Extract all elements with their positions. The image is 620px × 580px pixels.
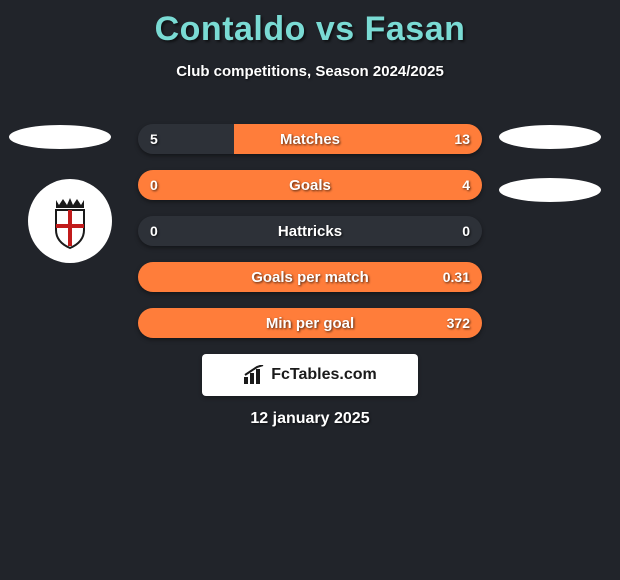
- bar-right-value: 0.31: [443, 262, 470, 292]
- shield-icon: [50, 196, 90, 246]
- stat-row: Goals per match0.31: [138, 262, 482, 292]
- stat-row: 0Hattricks0: [138, 216, 482, 246]
- bar-center-label: Goals per match: [138, 262, 482, 292]
- page-title: Contaldo vs Fasan: [0, 0, 620, 49]
- footer-date: 12 january 2025: [0, 410, 620, 428]
- club-badge: [28, 179, 112, 263]
- player-left-ellipse: [9, 125, 111, 149]
- bar-center-label: Matches: [138, 124, 482, 154]
- bar-center-label: Goals: [138, 170, 482, 200]
- subtitle: Club competitions, Season 2024/2025: [0, 63, 620, 80]
- brand-text: FcTables.com: [271, 366, 377, 384]
- bar-center-label: Min per goal: [138, 308, 482, 338]
- brand-badge: FcTables.com: [202, 354, 418, 396]
- bar-right-value: 13: [454, 124, 470, 154]
- infographic-container: Contaldo vs Fasan Club competitions, Sea…: [0, 0, 620, 580]
- stat-bars: 5Matches130Goals40Hattricks0Goals per ma…: [138, 124, 482, 354]
- stat-row: 5Matches13: [138, 124, 482, 154]
- bar-right-value: 4: [462, 170, 470, 200]
- player-right-ellipse: [499, 125, 601, 149]
- stat-row: Min per goal372: [138, 308, 482, 338]
- stat-row: 0Goals4: [138, 170, 482, 200]
- player-right-ellipse-2: [499, 178, 601, 202]
- bar-right-value: 0: [462, 216, 470, 246]
- chart-icon: [243, 365, 265, 385]
- bar-center-label: Hattricks: [138, 216, 482, 246]
- bar-right-value: 372: [447, 308, 470, 338]
